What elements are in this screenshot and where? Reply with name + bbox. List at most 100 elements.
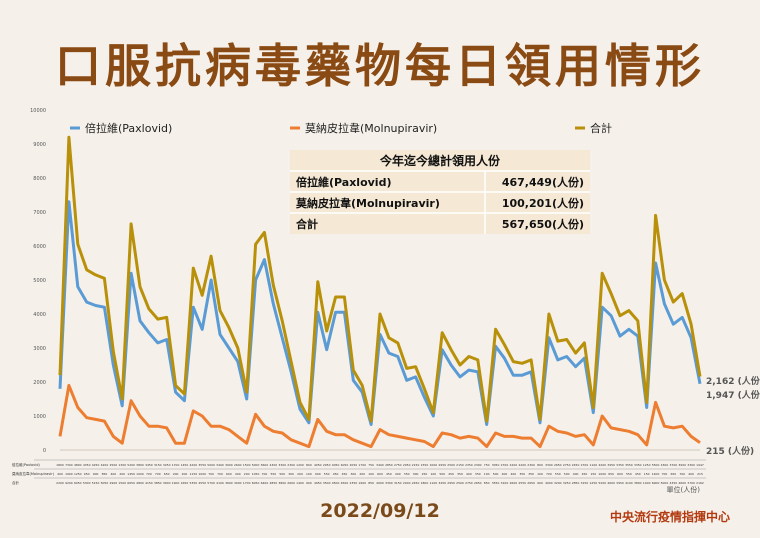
table-cell: 2950 xyxy=(438,463,446,467)
table-cell: 2950 xyxy=(447,481,455,485)
table-cell: 800 xyxy=(537,463,543,467)
y-tick-label: 10000 xyxy=(30,108,46,114)
table-cell: 2450 xyxy=(572,463,580,467)
table-cell: 4150 xyxy=(145,481,153,485)
table-cell: 4800 xyxy=(74,463,82,467)
y-tick-label: 6000 xyxy=(33,244,46,250)
table-cell: 200 xyxy=(119,472,125,476)
table-cell: 3150 xyxy=(154,463,162,467)
table-cell: 600 xyxy=(617,472,623,476)
y-tick-label: 4000 xyxy=(33,312,46,318)
table-cell: 450 xyxy=(386,472,392,476)
table-cell: 4500 xyxy=(332,481,340,485)
table-cell: 2700 xyxy=(501,463,509,467)
table-cell: 6400 xyxy=(261,481,269,485)
table-cell: 2200 xyxy=(518,463,526,467)
table-cell: 5600 xyxy=(261,463,269,467)
table-cell: 200 xyxy=(297,472,303,476)
table-cell: 5300 xyxy=(83,481,91,485)
table-cell: 150 xyxy=(644,472,650,476)
table-cell: 2700 xyxy=(581,463,589,467)
table-cell: 1250 xyxy=(643,463,651,467)
table-cell: 900 xyxy=(93,472,99,476)
table-cell: 2300 xyxy=(527,463,535,467)
table-cell: 2300 xyxy=(287,463,295,467)
table-cell: 400 xyxy=(235,472,241,476)
table-cell: 1000 xyxy=(598,472,606,476)
y-tick-label: 8000 xyxy=(33,176,46,182)
table-cell: 3350 xyxy=(634,463,642,467)
table-cell: 1100 xyxy=(590,463,598,467)
table-cell: 400 xyxy=(466,472,472,476)
table-cell: 5700 xyxy=(207,481,215,485)
table-cell: 4300 xyxy=(661,463,669,467)
table-cell: 450 xyxy=(342,472,348,476)
table-cell: 850 xyxy=(102,472,108,476)
table-cell: 150 xyxy=(590,472,596,476)
table-cell: 1947 xyxy=(696,463,704,467)
table-cell: 6650 xyxy=(127,481,135,485)
y-tick-label: 0 xyxy=(43,448,46,454)
table-cell: 300 xyxy=(350,472,356,476)
table-cell: 1200 xyxy=(296,463,304,467)
legend-label: 合計 xyxy=(590,121,612,135)
data-table: 倍拉維(Paxlovid) 1800 7300 4800 4350 4250 4200 250… xyxy=(12,459,706,494)
table-cell: 1900 xyxy=(358,481,366,485)
table-cell: 3900 xyxy=(163,481,171,485)
table-cell: 100 xyxy=(368,472,374,476)
table-cell: 3400 xyxy=(376,463,384,467)
table-cell: 700 xyxy=(662,472,668,476)
table-cell: 4050 xyxy=(332,463,340,467)
table-cell: 200 xyxy=(182,472,188,476)
table-cell: 2650 xyxy=(474,481,482,485)
table-cell: 2850 xyxy=(385,463,393,467)
unit-label: 單位(人份) xyxy=(667,485,701,494)
table-cell: 3800 xyxy=(136,463,144,467)
table-cell: 5150 xyxy=(92,481,100,485)
table-cell: 5200 xyxy=(127,463,135,467)
table-cell: 4100 xyxy=(216,481,224,485)
table-cell: 4050 xyxy=(341,463,349,467)
table-cell: 500 xyxy=(439,472,445,476)
table-cell: 2300 xyxy=(474,463,482,467)
table-cell: 3950 xyxy=(607,463,615,467)
table-row-label: 合計 xyxy=(12,480,19,485)
table-cell: 9200 xyxy=(65,481,73,485)
table-cell: 1500 xyxy=(118,481,126,485)
table-cell: 800 xyxy=(306,463,312,467)
table-cell: 3250 xyxy=(163,463,171,467)
table-cell: 3250 xyxy=(563,481,571,485)
table-cell: 300 xyxy=(413,472,419,476)
y-axis: 0 1000 2000 3000 4000 5000 6000 7000 8000 9000 100… xyxy=(30,108,700,454)
table-cell: 400 xyxy=(573,472,579,476)
summary-row-value: 467,449(人份) xyxy=(502,175,584,189)
table-cell: 100 xyxy=(306,472,312,476)
table-cell: 700 xyxy=(262,472,268,476)
table-cell: 4350 xyxy=(670,481,678,485)
table-cell: 1700 xyxy=(243,481,251,485)
table-cell: 200 xyxy=(359,472,365,476)
table-cell: 100 xyxy=(484,472,490,476)
table-cell: 4850 xyxy=(270,481,278,485)
y-tick-label: 7000 xyxy=(33,210,46,216)
chart-lines xyxy=(58,135,702,449)
summary-row-value: 567,650(人份) xyxy=(502,217,584,231)
table-cell: 4200 xyxy=(598,463,606,467)
table-cell: 1400 xyxy=(652,472,660,476)
table-cell: 1250 xyxy=(74,472,82,476)
table-cell: 4200 xyxy=(101,463,109,467)
y-tick-label: 5000 xyxy=(33,278,46,284)
table-cell: 2600 xyxy=(287,481,295,485)
table-cell: 5000 xyxy=(661,481,669,485)
table-cell: 4500 xyxy=(341,481,349,485)
table-cell: 3300 xyxy=(385,481,393,485)
table-cell: 2600 xyxy=(234,463,242,467)
table-cell: 350 xyxy=(457,472,463,476)
table-cell: 250 xyxy=(422,472,428,476)
table-cell: 2550 xyxy=(518,481,526,485)
table-cell: 1000 xyxy=(198,472,206,476)
table-cell: 3300 xyxy=(545,463,553,467)
table-cell: 900 xyxy=(537,481,543,485)
series-line xyxy=(58,200,702,426)
